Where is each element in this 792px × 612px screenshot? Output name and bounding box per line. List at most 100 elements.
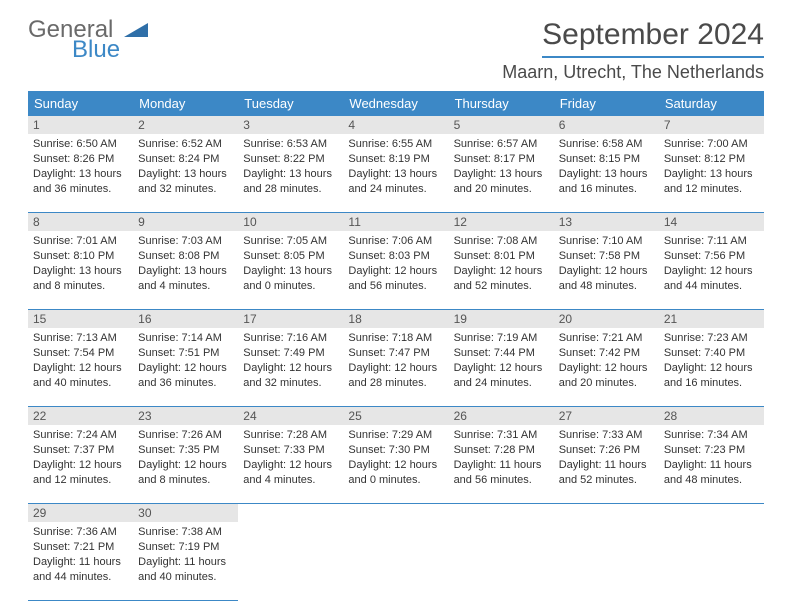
day-number: 30: [133, 504, 238, 522]
day-day: Daylight: 12 hours and 8 minutes.: [138, 458, 233, 488]
day-sunrise: Sunrise: 6:58 AM: [559, 137, 654, 152]
calendar-table: SundayMondayTuesdayWednesdayThursdayFrid…: [28, 91, 764, 601]
day-sunrise: Sunrise: 7:21 AM: [559, 331, 654, 346]
day-number: 1: [28, 116, 133, 134]
day-details: Sunrise: 7:29 AMSunset: 7:30 PMDaylight:…: [343, 425, 448, 503]
brand-logo: General Blue: [28, 18, 148, 62]
calendar-cell: 19Sunrise: 7:19 AMSunset: 7:44 PMDayligh…: [449, 310, 554, 407]
day-day: Daylight: 11 hours and 52 minutes.: [559, 458, 654, 488]
day-number: 21: [659, 310, 764, 328]
calendar-cell: 1Sunrise: 6:50 AMSunset: 8:26 PMDaylight…: [28, 116, 133, 213]
day-number: 13: [554, 213, 659, 231]
day-sunset: Sunset: 8:05 PM: [243, 249, 338, 264]
day-sunrise: Sunrise: 6:52 AM: [138, 137, 233, 152]
day-sunset: Sunset: 8:12 PM: [664, 152, 759, 167]
day-sunset: Sunset: 7:26 PM: [559, 443, 654, 458]
day-day: Daylight: 13 hours and 16 minutes.: [559, 167, 654, 197]
day-details: Sunrise: 7:18 AMSunset: 7:47 PMDaylight:…: [343, 328, 448, 406]
weekday-header: Saturday: [659, 91, 764, 116]
day-day: Daylight: 12 hours and 52 minutes.: [454, 264, 549, 294]
day-details: Sunrise: 7:01 AMSunset: 8:10 PMDaylight:…: [28, 231, 133, 309]
calendar-cell: 13Sunrise: 7:10 AMSunset: 7:58 PMDayligh…: [554, 213, 659, 310]
weekday-header: Monday: [133, 91, 238, 116]
calendar-cell: 18Sunrise: 7:18 AMSunset: 7:47 PMDayligh…: [343, 310, 448, 407]
calendar-cell: 25Sunrise: 7:29 AMSunset: 7:30 PMDayligh…: [343, 407, 448, 504]
day-sunrise: Sunrise: 7:06 AM: [348, 234, 443, 249]
month-title: September 2024: [542, 18, 764, 58]
day-sunset: Sunset: 7:23 PM: [664, 443, 759, 458]
day-day: Daylight: 11 hours and 48 minutes.: [664, 458, 759, 488]
day-day: Daylight: 13 hours and 8 minutes.: [33, 264, 128, 294]
day-number: 15: [28, 310, 133, 328]
calendar-cell: 12Sunrise: 7:08 AMSunset: 8:01 PMDayligh…: [449, 213, 554, 310]
day-details: Sunrise: 7:26 AMSunset: 7:35 PMDaylight:…: [133, 425, 238, 503]
day-sunset: Sunset: 8:15 PM: [559, 152, 654, 167]
day-sunrise: Sunrise: 7:28 AM: [243, 428, 338, 443]
day-number: 2: [133, 116, 238, 134]
day-sunrise: Sunrise: 7:18 AM: [348, 331, 443, 346]
day-sunset: Sunset: 8:19 PM: [348, 152, 443, 167]
day-sunset: Sunset: 7:21 PM: [33, 540, 128, 555]
day-sunset: Sunset: 7:56 PM: [664, 249, 759, 264]
day-sunrise: Sunrise: 7:10 AM: [559, 234, 654, 249]
day-number: 24: [238, 407, 343, 425]
day-day: Daylight: 12 hours and 0 minutes.: [348, 458, 443, 488]
day-number: 19: [449, 310, 554, 328]
calendar-cell: 15Sunrise: 7:13 AMSunset: 7:54 PMDayligh…: [28, 310, 133, 407]
day-day: Daylight: 13 hours and 32 minutes.: [138, 167, 233, 197]
day-details: Sunrise: 6:55 AMSunset: 8:19 PMDaylight:…: [343, 134, 448, 212]
day-sunset: Sunset: 7:47 PM: [348, 346, 443, 361]
day-number: 28: [659, 407, 764, 425]
day-day: Daylight: 13 hours and 28 minutes.: [243, 167, 338, 197]
calendar-cell: 20Sunrise: 7:21 AMSunset: 7:42 PMDayligh…: [554, 310, 659, 407]
day-sunrise: Sunrise: 7:38 AM: [138, 525, 233, 540]
day-sunset: Sunset: 7:51 PM: [138, 346, 233, 361]
day-details: Sunrise: 7:21 AMSunset: 7:42 PMDaylight:…: [554, 328, 659, 406]
day-details: Sunrise: 6:50 AMSunset: 8:26 PMDaylight:…: [28, 134, 133, 212]
calendar-cell: 21Sunrise: 7:23 AMSunset: 7:40 PMDayligh…: [659, 310, 764, 407]
day-sunrise: Sunrise: 7:01 AM: [33, 234, 128, 249]
calendar-cell: 10Sunrise: 7:05 AMSunset: 8:05 PMDayligh…: [238, 213, 343, 310]
calendar-cell: 17Sunrise: 7:16 AMSunset: 7:49 PMDayligh…: [238, 310, 343, 407]
calendar-cell: 6Sunrise: 6:58 AMSunset: 8:15 PMDaylight…: [554, 116, 659, 213]
day-details: Sunrise: 7:11 AMSunset: 7:56 PMDaylight:…: [659, 231, 764, 309]
day-number: 20: [554, 310, 659, 328]
day-day: Daylight: 13 hours and 24 minutes.: [348, 167, 443, 197]
day-sunset: Sunset: 8:10 PM: [33, 249, 128, 264]
day-sunrise: Sunrise: 7:34 AM: [664, 428, 759, 443]
day-number: 7: [659, 116, 764, 134]
calendar-cell: 28 Sunrise: 7:34 AMSunset: 7:23 PMDayligh…: [659, 407, 764, 504]
day-sunset: Sunset: 8:26 PM: [33, 152, 128, 167]
day-sunset: Sunset: 7:19 PM: [138, 540, 233, 555]
day-day: Daylight: 12 hours and 4 minutes.: [243, 458, 338, 488]
day-number: 25: [343, 407, 448, 425]
day-sunrise: Sunrise: 7:26 AM: [138, 428, 233, 443]
day-number: 29: [28, 504, 133, 522]
day-sunrise: Sunrise: 7:16 AM: [243, 331, 338, 346]
day-sunrise: Sunrise: 7:23 AM: [664, 331, 759, 346]
day-sunset: Sunset: 8:24 PM: [138, 152, 233, 167]
day-details: Sunrise: 7:24 AMSunset: 7:37 PMDaylight:…: [28, 425, 133, 503]
day-sunrise: Sunrise: 7:13 AM: [33, 331, 128, 346]
day-number: 26: [449, 407, 554, 425]
day-day: Daylight: 12 hours and 24 minutes.: [454, 361, 549, 391]
day-details: Sunrise: 7:13 AMSunset: 7:54 PMDaylight:…: [28, 328, 133, 406]
day-sunrise: Sunrise: 7:00 AM: [664, 137, 759, 152]
location-subtitle: Maarn, Utrecht, The Netherlands: [502, 62, 764, 83]
calendar-cell: 3Sunrise: 6:53 AMSunset: 8:22 PMDaylight…: [238, 116, 343, 213]
calendar-cell: 5Sunrise: 6:57 AMSunset: 8:17 PMDaylight…: [449, 116, 554, 213]
day-day: Daylight: 13 hours and 36 minutes.: [33, 167, 128, 197]
day-details: Sunrise: 7:03 AMSunset: 8:08 PMDaylight:…: [133, 231, 238, 309]
calendar-cell: 16Sunrise: 7:14 AMSunset: 7:51 PMDayligh…: [133, 310, 238, 407]
day-sunrise: Sunrise: 6:57 AM: [454, 137, 549, 152]
day-details: Sunrise: 7:05 AMSunset: 8:05 PMDaylight:…: [238, 231, 343, 309]
calendar-cell: 24Sunrise: 7:28 AMSunset: 7:33 PMDayligh…: [238, 407, 343, 504]
day-sunrise: Sunrise: 7:11 AM: [664, 234, 759, 249]
day-number: 9: [133, 213, 238, 231]
day-day: Daylight: 12 hours and 48 minutes.: [559, 264, 654, 294]
day-number: 16: [133, 310, 238, 328]
day-day: Daylight: 12 hours and 40 minutes.: [33, 361, 128, 391]
day-sunrise: Sunrise: 7:08 AM: [454, 234, 549, 249]
day-sunset: Sunset: 7:44 PM: [454, 346, 549, 361]
calendar-cell: 29Sunrise: 7:36 AMSunset: 7:21 PMDayligh…: [28, 504, 133, 601]
